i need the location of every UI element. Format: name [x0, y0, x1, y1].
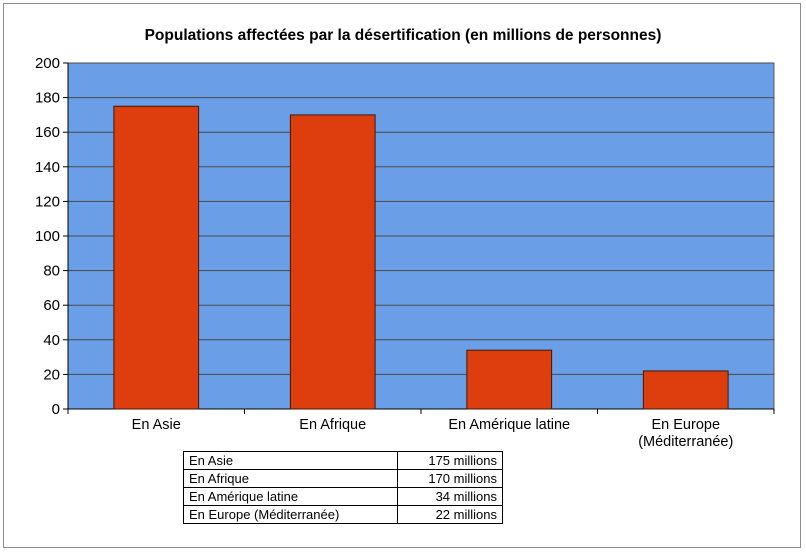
- y-tick-label: 0: [52, 401, 60, 418]
- bar: [466, 349, 553, 410]
- table-cell-name: En Amérique latine: [183, 487, 398, 506]
- table-row: En Amérique latine 34 millions: [183, 487, 504, 506]
- axis-labels: 0 20 40 60 80 100 120 140 160 180 200 En Asie En Afr…: [35, 55, 733, 450]
- y-tick-label: 80: [43, 263, 60, 280]
- table-row: En Europe (Méditerranée) 22 millions: [183, 505, 504, 524]
- y-tick-label: 140: [35, 159, 60, 176]
- table-cell-name: En Asie: [183, 451, 398, 470]
- bars: [113, 105, 729, 410]
- y-tick-label: 100: [35, 228, 60, 245]
- y-tick-label: 120: [35, 193, 60, 210]
- table-row: En Afrique 170 millions: [183, 469, 504, 488]
- x-category-label-line2: (Méditerranée): [638, 434, 733, 450]
- bar: [289, 114, 376, 410]
- bar: [113, 105, 200, 410]
- table-cell-value: 170 millions: [396, 469, 504, 488]
- table-cell-name: En Afrique: [183, 469, 398, 488]
- table-cell-value: 34 millions: [396, 487, 504, 506]
- table-cell-value: 175 millions: [396, 451, 504, 470]
- y-tick-label: 180: [35, 90, 60, 107]
- y-tick-label: 20: [43, 366, 60, 383]
- table-cell-name: En Europe (Méditerranée): [183, 505, 398, 524]
- x-category-label: En Amérique latine: [448, 417, 570, 433]
- table-cell-value: 22 millions: [396, 505, 504, 524]
- y-tick-label: 60: [43, 297, 60, 314]
- y-tick-label: 160: [35, 124, 60, 141]
- x-category-label: En Afrique: [299, 417, 366, 433]
- chart-title: Populations affectées par la désertifica…: [144, 27, 662, 44]
- x-category-label: En Asie: [132, 417, 181, 433]
- bar: [642, 370, 729, 410]
- x-category-label: En Europe: [651, 417, 720, 433]
- y-tick-label: 200: [35, 55, 60, 72]
- data-table: En Asie 175 millions En Afrique 170 million…: [183, 451, 504, 524]
- table-row: En Asie 175 millions: [183, 451, 504, 470]
- y-tick-label: 40: [43, 332, 60, 349]
